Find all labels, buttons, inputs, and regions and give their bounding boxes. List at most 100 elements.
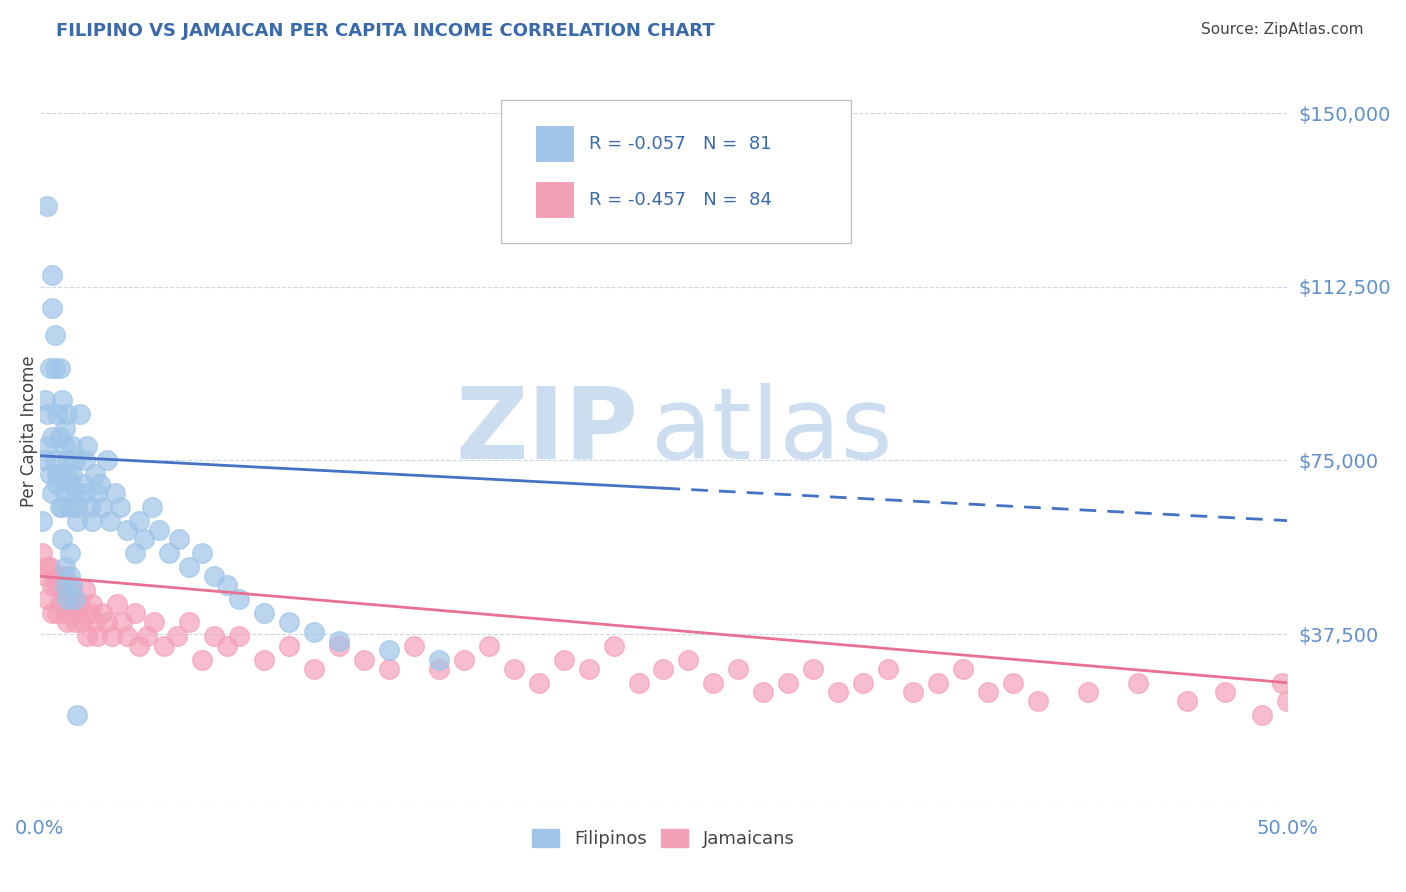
Point	[70, 615, 93, 630]
Point	[31, 546, 53, 560]
Point	[69, 597, 91, 611]
Point	[63, 592, 86, 607]
Point	[578, 662, 600, 676]
Point	[69, 407, 91, 421]
Point	[31, 514, 53, 528]
Point	[328, 634, 350, 648]
Point	[553, 652, 575, 666]
Point	[927, 675, 949, 690]
Point	[278, 615, 301, 630]
Point	[46, 606, 69, 620]
Y-axis label: Per Capita Income: Per Capita Income	[20, 356, 38, 508]
Point	[877, 662, 900, 676]
Point	[48, 597, 70, 611]
Point	[37, 560, 59, 574]
Point	[41, 430, 63, 444]
Point	[1001, 675, 1024, 690]
Point	[627, 675, 650, 690]
Point	[134, 532, 156, 546]
Point	[1277, 694, 1299, 708]
Point	[952, 662, 974, 676]
Point	[53, 485, 76, 500]
Point	[502, 662, 524, 676]
Point	[159, 546, 181, 560]
Point	[51, 500, 73, 514]
Point	[38, 467, 60, 482]
Point	[602, 639, 624, 653]
Point	[169, 532, 191, 546]
Point	[801, 662, 824, 676]
Point	[678, 652, 700, 666]
Point	[427, 652, 450, 666]
Point	[73, 485, 96, 500]
Text: R = -0.057   N =  81: R = -0.057 N = 81	[589, 135, 770, 153]
Point	[124, 606, 146, 620]
Point	[51, 393, 73, 408]
Point	[59, 597, 82, 611]
Point	[66, 514, 89, 528]
Point	[56, 453, 79, 467]
Point	[41, 578, 63, 592]
Point	[80, 597, 103, 611]
Point	[56, 615, 79, 630]
Point	[378, 643, 401, 657]
Point	[37, 592, 59, 607]
Point	[353, 652, 375, 666]
Point	[101, 629, 124, 643]
Point	[253, 652, 276, 666]
Point	[53, 606, 76, 620]
Point	[79, 500, 101, 514]
Text: atlas: atlas	[651, 383, 893, 480]
Point	[37, 407, 59, 421]
Point	[179, 560, 201, 574]
Point	[228, 592, 250, 607]
Point	[1026, 694, 1049, 708]
Point	[115, 629, 138, 643]
Point	[41, 301, 63, 315]
Point	[1271, 675, 1294, 690]
Point	[53, 560, 76, 574]
Point	[1177, 694, 1199, 708]
Point	[478, 639, 501, 653]
Point	[56, 467, 79, 482]
Point	[37, 199, 59, 213]
Point	[453, 652, 475, 666]
Point	[153, 639, 176, 653]
Point	[59, 569, 82, 583]
Point	[48, 360, 70, 375]
Point	[652, 662, 675, 676]
Legend: Filipinos, Jamaicans: Filipinos, Jamaicans	[526, 822, 801, 855]
Point	[128, 514, 150, 528]
Point	[76, 440, 98, 454]
Point	[115, 523, 138, 537]
Point	[752, 685, 775, 699]
Point	[63, 485, 86, 500]
Point	[827, 685, 849, 699]
Point	[302, 662, 325, 676]
Point	[96, 453, 118, 467]
Point	[143, 615, 166, 630]
Point	[41, 268, 63, 282]
Point	[527, 675, 550, 690]
Point	[48, 430, 70, 444]
Point	[83, 467, 105, 482]
Point	[96, 615, 118, 630]
Point	[302, 624, 325, 639]
Text: R = -0.457   N =  84: R = -0.457 N = 84	[589, 191, 772, 209]
Point	[53, 440, 76, 454]
Point	[1077, 685, 1099, 699]
Point	[105, 597, 128, 611]
Point	[977, 685, 1000, 699]
Point	[51, 583, 73, 598]
Point	[427, 662, 450, 676]
Point	[778, 675, 800, 690]
Point	[59, 476, 82, 491]
Point	[76, 629, 98, 643]
Point	[34, 453, 56, 467]
Point	[83, 615, 105, 630]
Point	[73, 453, 96, 467]
Point	[228, 629, 250, 643]
Point	[44, 453, 66, 467]
Point	[91, 500, 114, 514]
Point	[53, 578, 76, 592]
